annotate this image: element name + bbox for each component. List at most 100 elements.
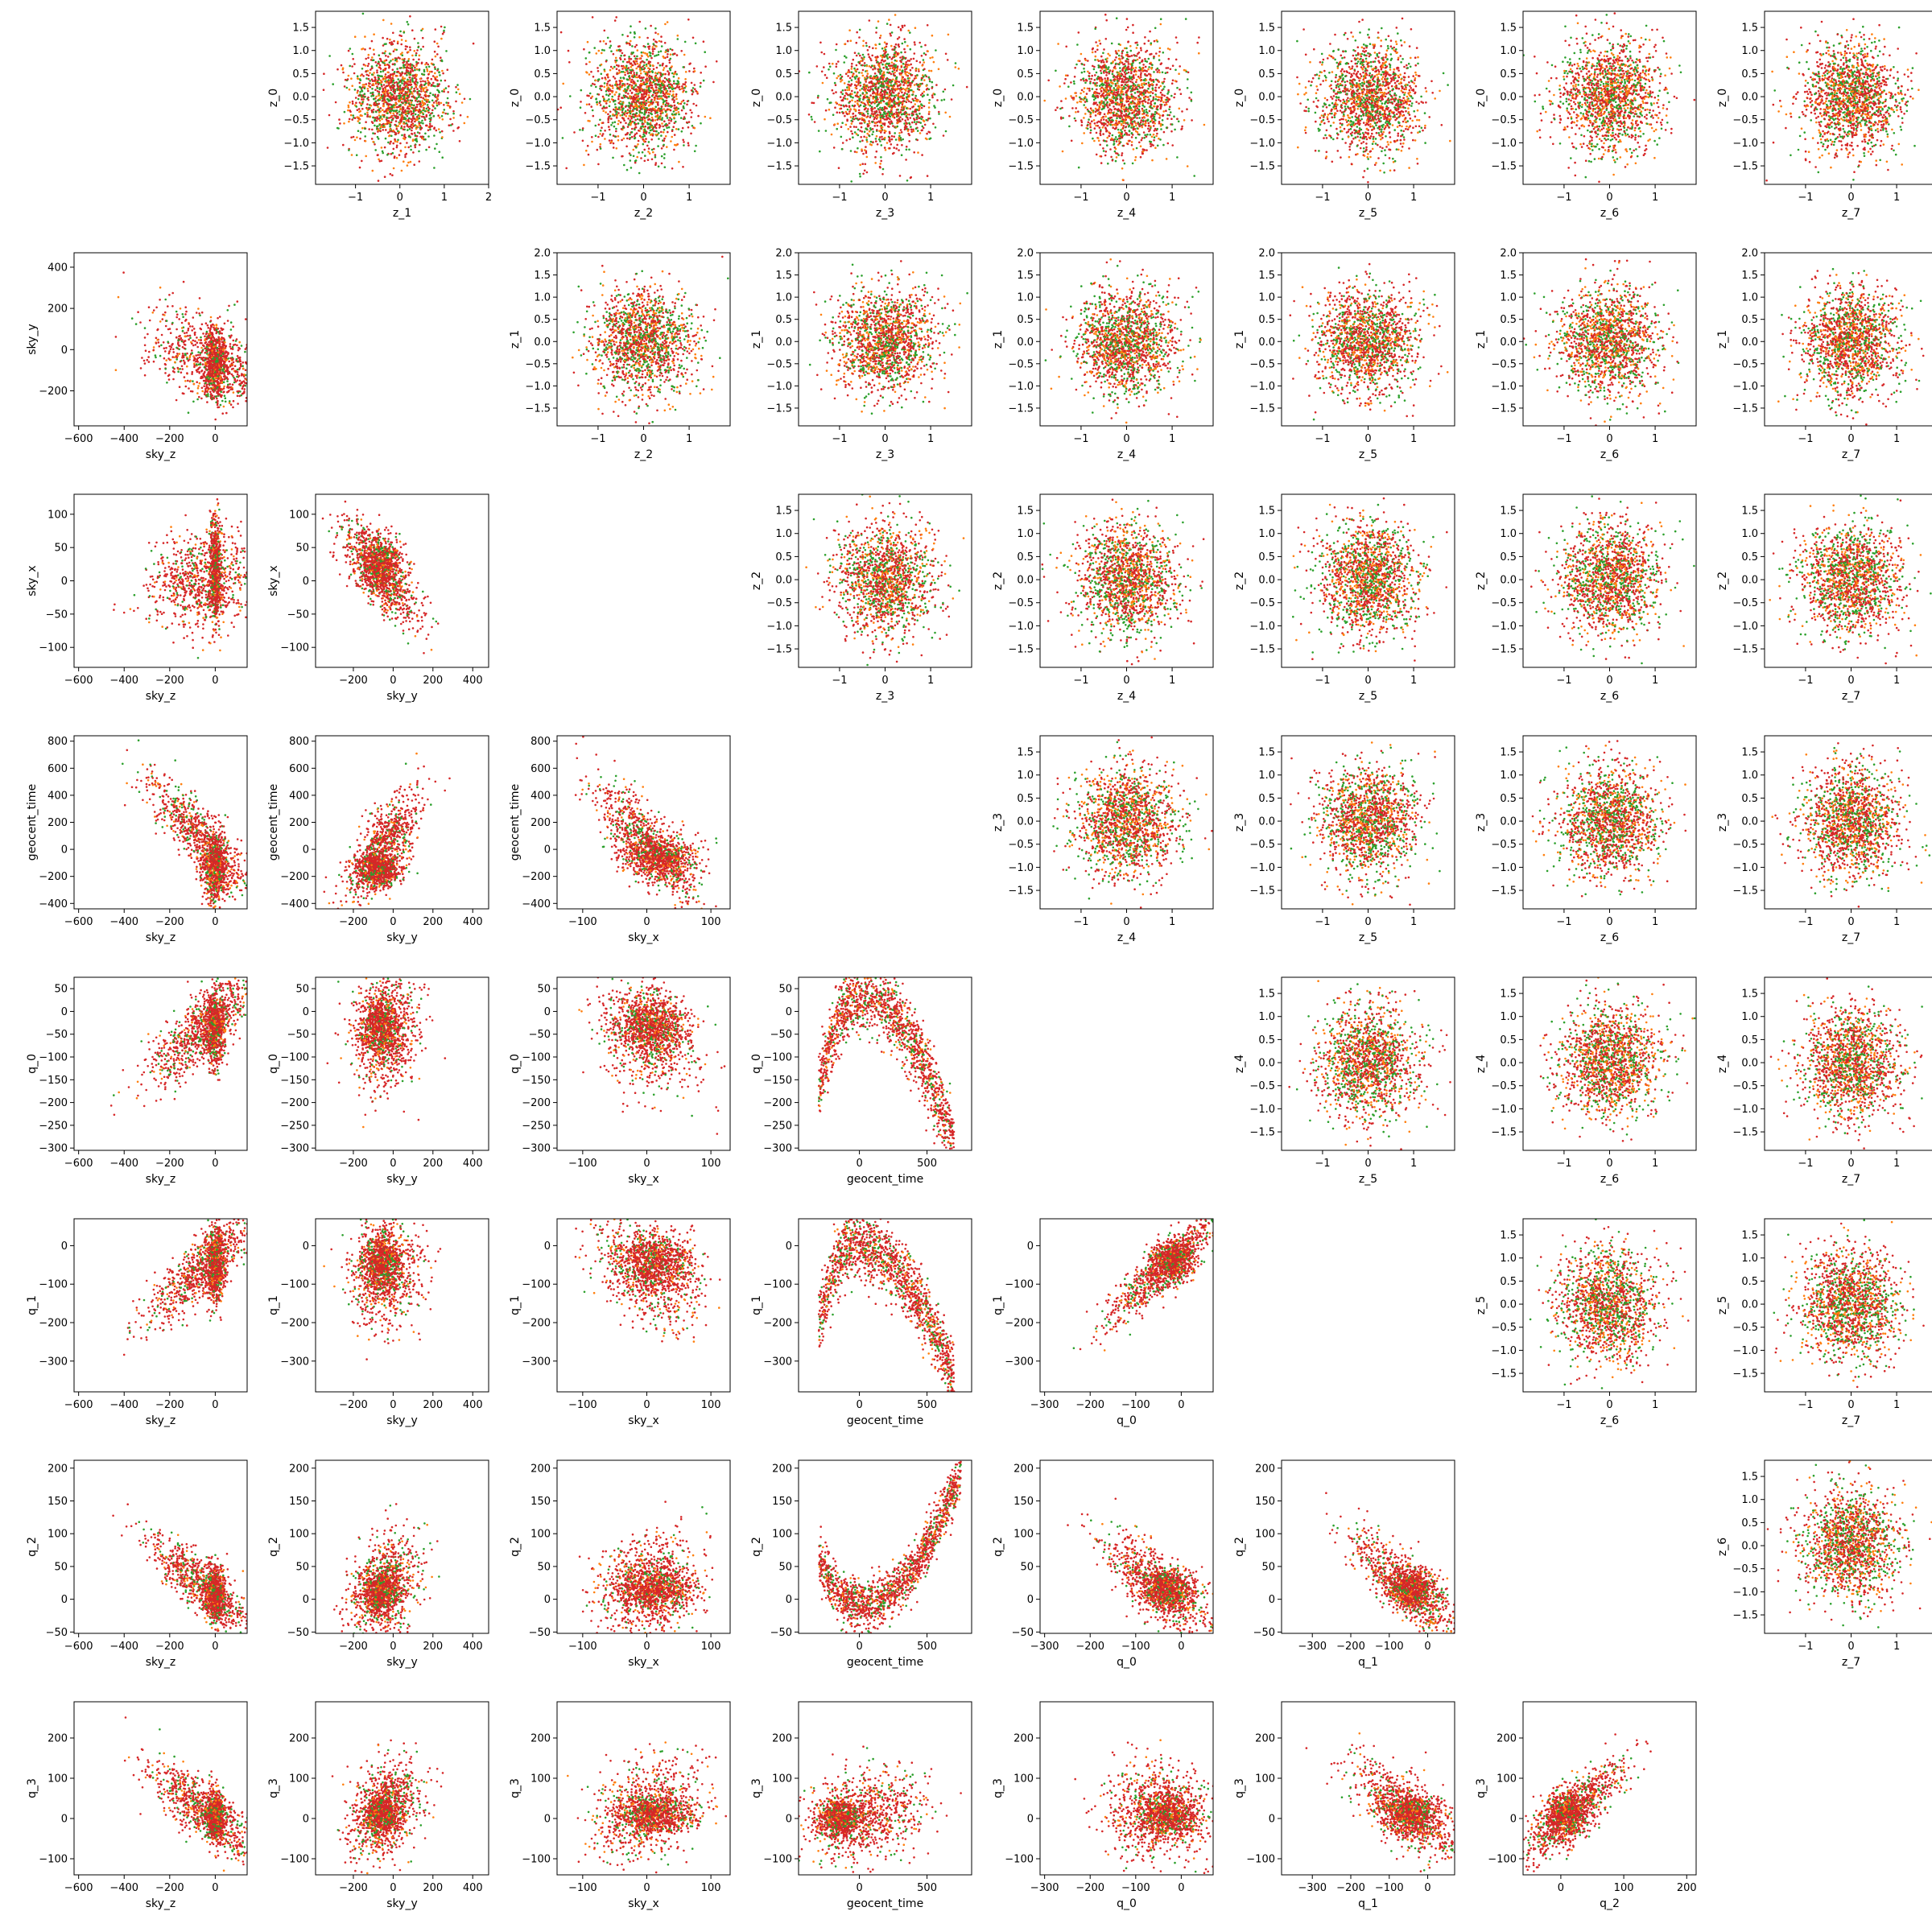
data-point bbox=[372, 132, 374, 134]
data-point bbox=[397, 78, 399, 80]
data-point bbox=[598, 50, 601, 52]
data-point bbox=[639, 127, 642, 130]
data-point bbox=[821, 71, 824, 73]
data-point bbox=[869, 127, 872, 130]
y-axis-label: z_0 bbox=[750, 89, 763, 107]
data-point bbox=[411, 96, 414, 98]
data-point bbox=[932, 123, 935, 126]
data-point bbox=[898, 120, 901, 122]
data-point bbox=[680, 50, 683, 52]
data-point bbox=[672, 126, 675, 128]
data-point bbox=[440, 26, 443, 28]
data-point bbox=[641, 112, 643, 114]
data-point bbox=[910, 117, 912, 119]
data-point bbox=[406, 122, 408, 125]
data-point bbox=[856, 133, 858, 135]
data-point bbox=[919, 132, 922, 134]
data-point bbox=[660, 74, 663, 76]
data-point bbox=[669, 90, 671, 93]
data-point bbox=[894, 66, 897, 68]
data-point bbox=[900, 129, 902, 131]
data-point bbox=[627, 72, 630, 75]
data-point bbox=[342, 67, 345, 69]
data-point bbox=[881, 97, 884, 99]
data-point bbox=[443, 30, 445, 32]
data-point bbox=[407, 70, 410, 72]
data-point bbox=[400, 43, 402, 46]
data-point bbox=[398, 110, 401, 113]
data-point bbox=[383, 101, 386, 103]
data-point bbox=[853, 108, 856, 110]
data-point bbox=[923, 59, 925, 61]
data-point bbox=[424, 91, 427, 93]
data-point bbox=[377, 129, 379, 131]
data-point bbox=[648, 141, 650, 143]
data-point bbox=[850, 39, 852, 42]
data-point bbox=[877, 125, 879, 127]
data-point bbox=[613, 76, 615, 78]
data-point bbox=[621, 65, 623, 68]
data-point bbox=[416, 116, 419, 118]
data-point bbox=[847, 84, 849, 86]
data-point bbox=[386, 112, 389, 114]
data-point bbox=[649, 52, 651, 54]
data-point bbox=[580, 106, 582, 109]
data-point bbox=[872, 68, 874, 71]
data-point bbox=[603, 105, 605, 108]
data-point bbox=[421, 120, 423, 122]
data-point bbox=[621, 155, 623, 158]
data-point bbox=[400, 118, 402, 121]
data-point bbox=[916, 117, 919, 119]
data-point bbox=[927, 131, 930, 134]
data-point bbox=[878, 43, 881, 45]
data-point bbox=[659, 64, 662, 67]
data-point bbox=[397, 71, 399, 73]
data-point bbox=[374, 120, 376, 122]
data-point bbox=[631, 79, 634, 81]
data-point bbox=[890, 143, 893, 146]
data-point bbox=[610, 66, 613, 68]
data-point bbox=[654, 97, 656, 99]
data-point bbox=[395, 120, 398, 122]
data-point bbox=[626, 138, 629, 140]
data-point bbox=[626, 169, 629, 171]
data-point bbox=[893, 95, 895, 97]
data-point bbox=[409, 49, 411, 52]
data-point bbox=[649, 77, 651, 80]
data-point bbox=[878, 138, 881, 141]
data-point bbox=[367, 99, 369, 101]
data-point bbox=[666, 78, 668, 80]
data-point bbox=[588, 73, 591, 76]
data-point bbox=[836, 63, 838, 65]
data-point bbox=[879, 66, 881, 68]
data-point bbox=[660, 87, 663, 89]
data-point bbox=[629, 69, 631, 72]
data-point bbox=[866, 70, 869, 72]
data-point bbox=[879, 77, 881, 80]
data-point bbox=[842, 89, 844, 92]
data-point bbox=[858, 72, 861, 74]
data-point bbox=[623, 66, 625, 68]
data-point bbox=[394, 106, 396, 109]
data-point bbox=[441, 156, 444, 159]
data-point bbox=[897, 114, 899, 117]
data-point bbox=[926, 119, 928, 122]
data-point bbox=[881, 73, 884, 76]
data-point bbox=[885, 130, 887, 133]
data-point bbox=[450, 124, 452, 126]
data-point bbox=[676, 54, 679, 56]
data-point bbox=[877, 68, 880, 71]
data-point bbox=[830, 101, 832, 104]
data-point bbox=[835, 49, 837, 52]
data-point bbox=[659, 80, 662, 83]
data-point bbox=[656, 67, 658, 69]
data-point bbox=[390, 153, 393, 155]
data-point bbox=[387, 142, 390, 144]
data-point bbox=[341, 64, 343, 67]
data-point bbox=[601, 107, 604, 109]
data-point bbox=[354, 104, 357, 106]
data-point bbox=[423, 73, 426, 76]
data-point bbox=[438, 91, 440, 93]
data-point bbox=[659, 72, 662, 74]
data-point bbox=[877, 92, 879, 94]
